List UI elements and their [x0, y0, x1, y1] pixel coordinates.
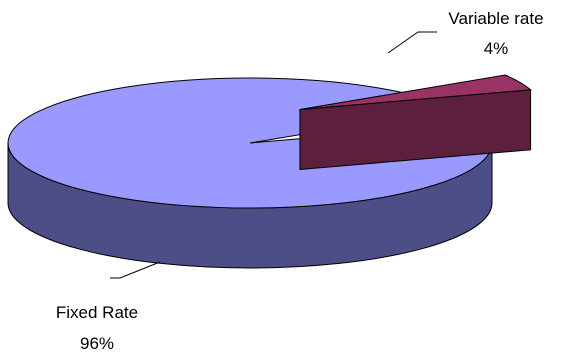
variable-rate-percent: 4%	[484, 39, 509, 58]
pie-slices-layer	[7, 74, 532, 269]
fixed-rate-leader-line	[110, 261, 161, 279]
fixed-rate-percent: 96%	[80, 334, 114, 353]
variable-rate-slice	[299, 74, 532, 110]
fixed-rate-label: Fixed Rate	[56, 303, 138, 322]
variable-rate-label: Variable rate	[448, 9, 543, 28]
variable-rate-leader-line	[387, 31, 437, 54]
